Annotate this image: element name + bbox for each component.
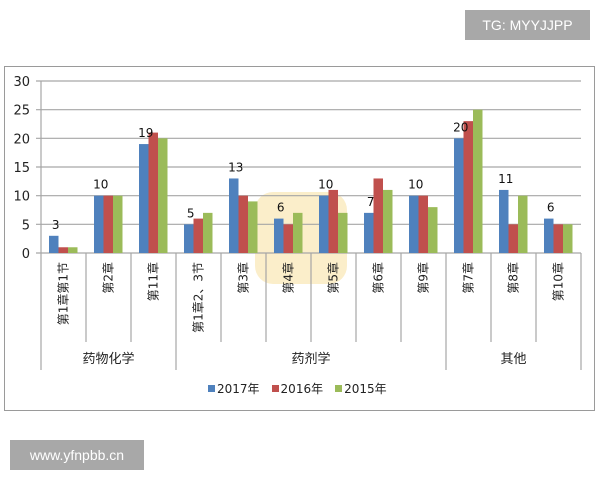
bar-2015年	[383, 189, 393, 253]
data-label: 7	[367, 195, 375, 209]
bar-2017年	[454, 138, 464, 253]
data-label: 11	[498, 172, 513, 186]
data-label: 6	[547, 201, 555, 215]
bar-2016年	[193, 218, 203, 253]
data-label: 6	[277, 201, 285, 215]
bar-2015年	[338, 212, 348, 253]
category-label: 第1章第1节	[56, 262, 71, 325]
y-tick-label: 15	[13, 161, 30, 176]
data-label: 5	[187, 206, 195, 220]
bar-2016年	[328, 189, 338, 253]
group-label: 其他	[500, 352, 526, 367]
bar-2017年	[319, 195, 329, 253]
group-label: 药物化学	[82, 351, 134, 367]
category-label: 第11章	[146, 262, 161, 301]
bar-2015年	[203, 212, 213, 253]
bar-2017年	[364, 212, 374, 253]
legend-item-2017: 2017年	[208, 380, 260, 397]
bar-2015年	[428, 207, 438, 253]
bar-2016年	[553, 224, 563, 253]
legend-label-2015: 2015年	[344, 382, 387, 396]
bar-2017年	[139, 144, 149, 253]
legend-swatch-2016	[271, 385, 279, 392]
legend-item-2016: 2016年	[271, 380, 324, 397]
bar-2015年	[473, 109, 483, 254]
data-label: 10	[408, 178, 423, 192]
data-label: 3	[52, 218, 60, 232]
bar-2016年	[238, 195, 248, 253]
legend-label-2017: 2017年	[217, 382, 260, 396]
legend-label-2016: 2016年	[280, 382, 324, 396]
category-label: 第2章	[101, 262, 116, 294]
bar-2015年	[68, 247, 78, 253]
watermark-url-label: www.yfnpbb.cn	[10, 440, 144, 470]
bar-2017年	[544, 218, 554, 253]
bar-2017年	[184, 224, 194, 253]
bar-2015年	[518, 195, 528, 253]
bar-2016年	[283, 224, 293, 253]
data-label: 20	[453, 120, 468, 134]
category-label: 第1章2、3节	[191, 262, 206, 333]
data-label: 19	[138, 126, 153, 140]
bar-2015年	[248, 201, 258, 253]
y-tick-label: 30	[13, 75, 30, 90]
bar-2017年	[274, 218, 284, 253]
category-label: 第10章	[551, 262, 566, 301]
bar-2017年	[229, 178, 239, 253]
bar-2015年	[158, 138, 168, 253]
legend-item-2015: 2015年	[335, 380, 387, 397]
bar-2016年	[373, 178, 383, 253]
bar-2017年	[409, 195, 419, 253]
chart-legend: 2017年 2016年 2015年	[208, 380, 387, 397]
y-tick-label: 5	[22, 218, 30, 233]
watermark-tg-label: TG: MYYJJPP	[465, 10, 590, 40]
y-tick-label: 0	[22, 247, 30, 262]
bar-2017年	[499, 189, 509, 253]
bar-2017年	[94, 195, 104, 253]
category-label: 第4章	[281, 262, 296, 294]
bar-2016年	[463, 121, 473, 253]
legend-swatch-2017	[208, 385, 215, 392]
category-label: 第9章	[416, 262, 431, 294]
legend-swatch-2015	[335, 385, 343, 392]
category-label: 第8章	[506, 262, 521, 294]
bar-2016年	[58, 247, 68, 253]
category-label: 第3章	[236, 262, 251, 294]
bar-2015年	[563, 224, 573, 253]
data-label: 13	[228, 160, 243, 174]
bar-2017年	[49, 235, 59, 253]
bar-2016年	[508, 224, 518, 253]
bar-2015年	[293, 212, 303, 253]
y-tick-label: 20	[13, 132, 30, 147]
group-label: 药剂学	[291, 351, 330, 367]
y-tick-label: 25	[13, 104, 30, 119]
category-label: 第6章	[371, 262, 386, 294]
y-tick-label: 10	[13, 190, 30, 205]
category-label: 第7章	[461, 262, 476, 294]
bar-2016年	[418, 195, 428, 253]
bar-2016年	[148, 132, 158, 253]
bar-2016年	[103, 195, 113, 253]
data-label: 10	[318, 178, 333, 192]
data-label: 10	[93, 178, 108, 192]
category-label: 第5章	[326, 262, 341, 294]
bar-2015年	[113, 195, 123, 253]
